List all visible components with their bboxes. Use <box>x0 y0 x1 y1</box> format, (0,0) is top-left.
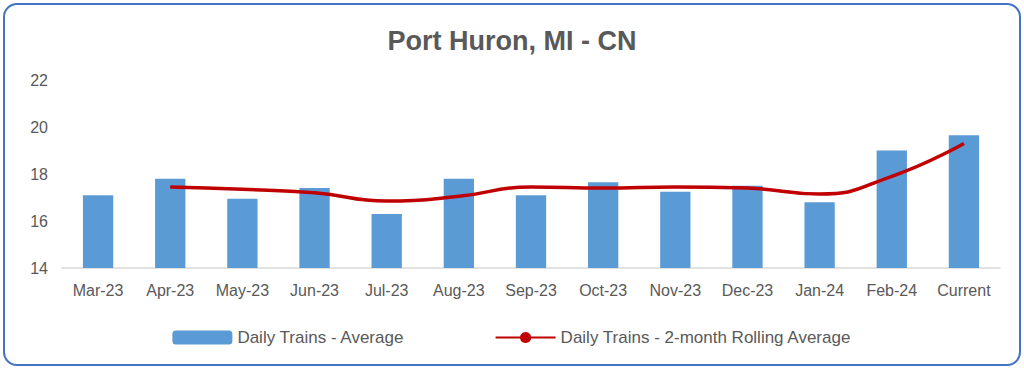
svg-text:20: 20 <box>30 119 48 136</box>
svg-text:Aug-23: Aug-23 <box>433 282 485 299</box>
svg-text:16: 16 <box>30 213 48 230</box>
svg-text:Dec-23: Dec-23 <box>722 282 774 299</box>
svg-text:Port Huron, MI - CN: Port Huron, MI - CN <box>388 26 637 56</box>
svg-text:18: 18 <box>30 166 48 183</box>
svg-text:Current: Current <box>937 282 991 299</box>
svg-text:Apr-23: Apr-23 <box>146 282 194 299</box>
svg-text:Jul-23: Jul-23 <box>365 282 409 299</box>
svg-text:Mar-23: Mar-23 <box>73 282 124 299</box>
svg-text:Daily Trains - 2-month Rolling: Daily Trains - 2-month Rolling Average <box>561 328 851 347</box>
svg-text:22: 22 <box>30 72 48 89</box>
svg-text:Oct-23: Oct-23 <box>579 282 627 299</box>
svg-text:Jan-24: Jan-24 <box>795 282 844 299</box>
svg-text:Jun-23: Jun-23 <box>290 282 339 299</box>
svg-text:Feb-24: Feb-24 <box>866 282 917 299</box>
svg-text:Daily Trains - Average: Daily Trains - Average <box>237 328 403 347</box>
svg-text:Nov-23: Nov-23 <box>650 282 702 299</box>
svg-text:14: 14 <box>30 260 48 277</box>
svg-text:Sep-23: Sep-23 <box>505 282 557 299</box>
svg-text:May-23: May-23 <box>216 282 269 299</box>
